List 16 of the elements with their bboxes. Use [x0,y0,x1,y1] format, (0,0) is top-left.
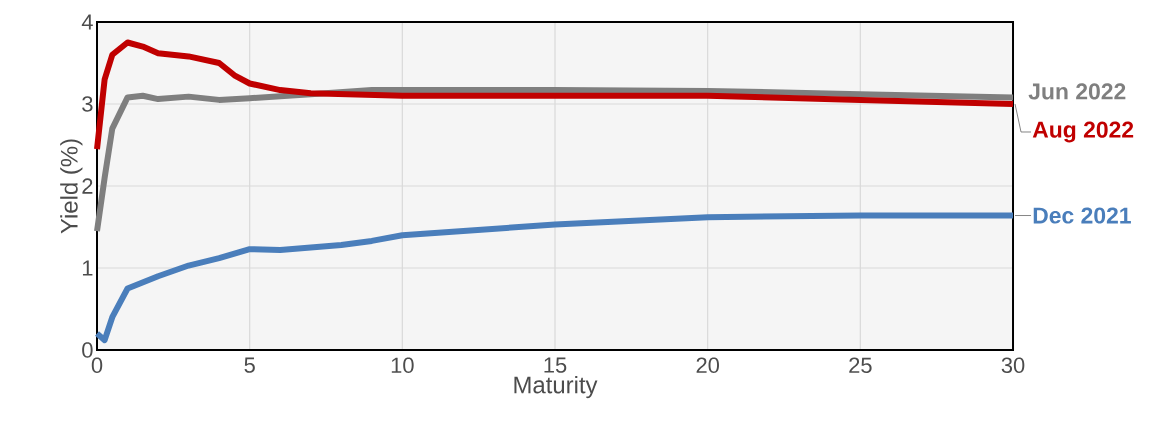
x-tick-label: 25 [849,357,872,374]
x-axis-title: Maturity [514,375,598,399]
y-tick-label: 1 [82,260,93,276]
series-label: Aug 2022 [1032,121,1134,143]
y-tick-label: 3 [82,96,93,112]
x-tick-label: 15 [544,357,567,373]
y-axis-title: Yield (%) [60,139,83,234]
y-tick-label: 0 [82,342,93,358]
y-tick-label: 4 [81,14,93,30]
x-tick-label: 30 [1001,357,1025,374]
x-tick-label: 20 [696,357,719,374]
y-tick-label: 2 [82,178,93,194]
series-label: Jun 2022 [1028,83,1126,100]
x-tick-label: 5 [244,357,255,373]
x-tick-label: 10 [391,357,414,374]
series-label: Dec 2021 [1033,207,1131,224]
